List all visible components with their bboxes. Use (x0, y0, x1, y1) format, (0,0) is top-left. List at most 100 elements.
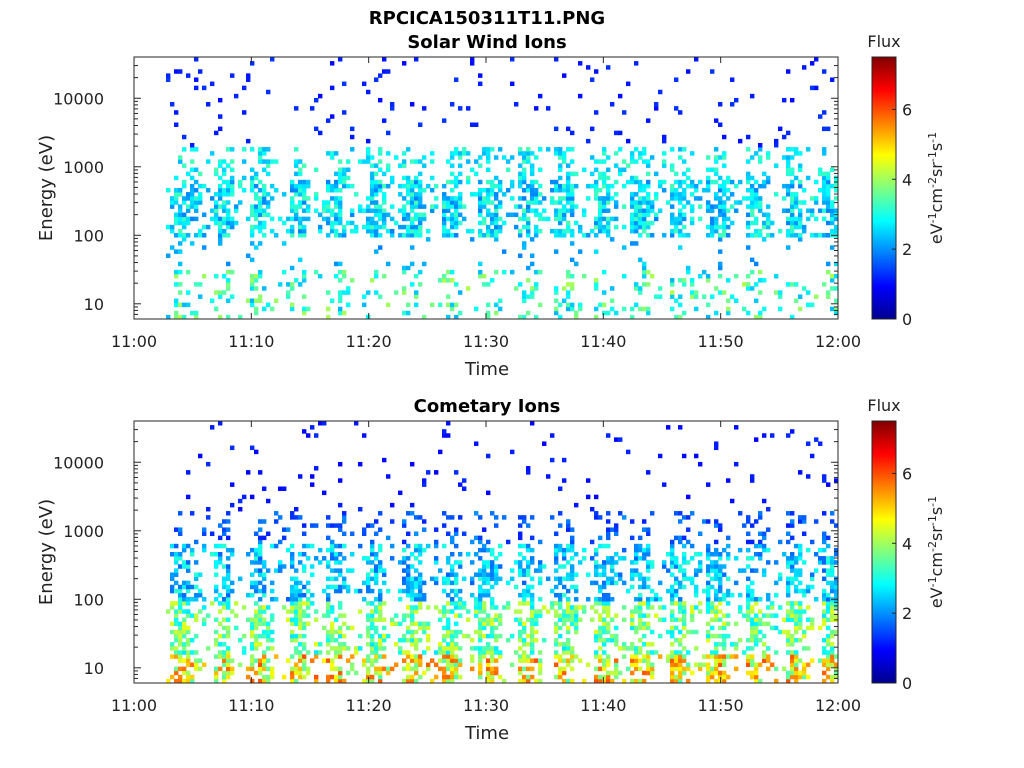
spectrogram-cell (718, 662, 723, 668)
spectrogram-cell (378, 294, 383, 299)
spectrogram-cell (286, 294, 291, 299)
spectrogram-cell (594, 568, 599, 573)
spectrogram-cell (378, 224, 383, 230)
spectrogram-cell (522, 294, 527, 299)
spectrogram-cell (374, 605, 379, 610)
spectrogram-cell (834, 592, 838, 598)
spectrogram-cell (466, 175, 471, 181)
spectrogram-cell (758, 208, 763, 213)
spectrogram-cell (214, 670, 219, 676)
spectrogram-cell (714, 576, 719, 582)
spectrogram-cell (258, 241, 263, 246)
spectrogram-cell (494, 658, 499, 663)
spectrogram-cell (566, 629, 571, 635)
spectrogram-cell (670, 552, 675, 557)
spectrogram-cell (222, 290, 227, 295)
spectrogram-cell (302, 216, 307, 222)
colorbar (871, 56, 897, 320)
spectrogram-cell (538, 678, 543, 683)
spectrogram-cell (682, 212, 687, 218)
spectrogram-cell (818, 167, 823, 173)
spectrogram-cell (414, 531, 419, 537)
spectrogram-cell (266, 147, 271, 152)
spectrogram-cell (538, 658, 543, 663)
spectrogram-cell (330, 662, 335, 668)
spectrogram-cell (530, 151, 535, 156)
spectrogram-cell (798, 609, 803, 614)
spectrogram-cell (566, 678, 571, 683)
spectrogram-cell (722, 134, 727, 140)
spectrogram-cell (594, 654, 599, 659)
spectrogram-cell (598, 646, 603, 651)
spectrogram-cell (446, 216, 451, 222)
spectrogram-cell (766, 506, 771, 512)
spectrogram-cell (402, 151, 407, 156)
spectrogram-cell (374, 646, 379, 651)
spectrogram-cell (570, 678, 575, 683)
spectrogram-cell (538, 650, 543, 655)
spectrogram-cell (178, 658, 183, 663)
spectrogram-cell (270, 674, 275, 680)
spectrogram-cell (766, 224, 771, 230)
spectrogram-cell (442, 224, 447, 230)
spectrogram-cell (370, 155, 375, 160)
spectrogram-cell (730, 498, 735, 504)
spectrogram-cell (214, 564, 219, 569)
spectrogram-cell (410, 576, 415, 582)
spectrogram-cell (738, 609, 743, 614)
spectrogram-cell (794, 204, 799, 209)
spectrogram-cell (590, 580, 595, 586)
spectrogram-cell (602, 269, 607, 275)
spectrogram-cell (310, 564, 315, 569)
spectrogram-cell (414, 658, 419, 663)
spectrogram-cell (170, 601, 175, 606)
spectrogram-cell (374, 77, 379, 82)
spectrogram-cell (490, 278, 495, 283)
spectrogram-cell (294, 597, 299, 602)
spectrogram-cell (830, 674, 835, 680)
spectrogram-cell (558, 576, 563, 582)
spectrogram-cell (718, 196, 723, 201)
spectrogram-cell (826, 261, 831, 267)
spectrogram-cell (174, 637, 179, 643)
spectrogram-cell (374, 552, 379, 557)
spectrogram-cell (826, 617, 831, 622)
spectrogram-cell (238, 662, 243, 668)
spectrogram-cell (486, 490, 491, 496)
spectrogram-cell (530, 167, 535, 173)
spectrogram-cell (558, 233, 563, 238)
panel-title: Solar Wind Ions (407, 32, 566, 53)
spectrogram-cell (618, 147, 623, 152)
spectrogram-cell (386, 163, 391, 168)
spectrogram-cell (830, 519, 835, 524)
spectrogram-cell (370, 175, 375, 181)
spectrogram-cell (242, 85, 247, 91)
spectrogram-cell (566, 543, 571, 549)
spectrogram-cell (378, 97, 383, 103)
spectrogram-cell (498, 576, 503, 582)
spectrogram-cell (330, 151, 335, 156)
spectrogram-cell (446, 421, 451, 426)
spectrogram-cell (386, 151, 391, 156)
spectrogram-cell (718, 625, 723, 631)
spectrogram-cell (262, 167, 267, 173)
spectrogram-cell (442, 580, 447, 586)
spectrogram-cell (678, 212, 683, 218)
spectrogram-cell (426, 662, 431, 668)
spectrogram-cell (554, 208, 559, 213)
spectrogram-cell (822, 662, 827, 668)
spectrogram-cell (342, 576, 347, 582)
spectrogram-cell (810, 576, 815, 582)
spectrogram-cell (786, 228, 791, 234)
spectrogram-cell (602, 179, 607, 185)
spectrogram-cell (302, 224, 307, 230)
spectrogram-cell (258, 666, 263, 672)
spectrogram-cell (522, 167, 527, 173)
spectrogram-cell (410, 642, 415, 647)
spectrogram-cell (678, 650, 683, 655)
spectrogram-cell (566, 601, 571, 606)
spectrogram-cell (806, 588, 811, 594)
spectrogram-cell (382, 666, 387, 672)
spectrogram-cell (362, 81, 367, 87)
spectrogram-cell (518, 543, 523, 549)
